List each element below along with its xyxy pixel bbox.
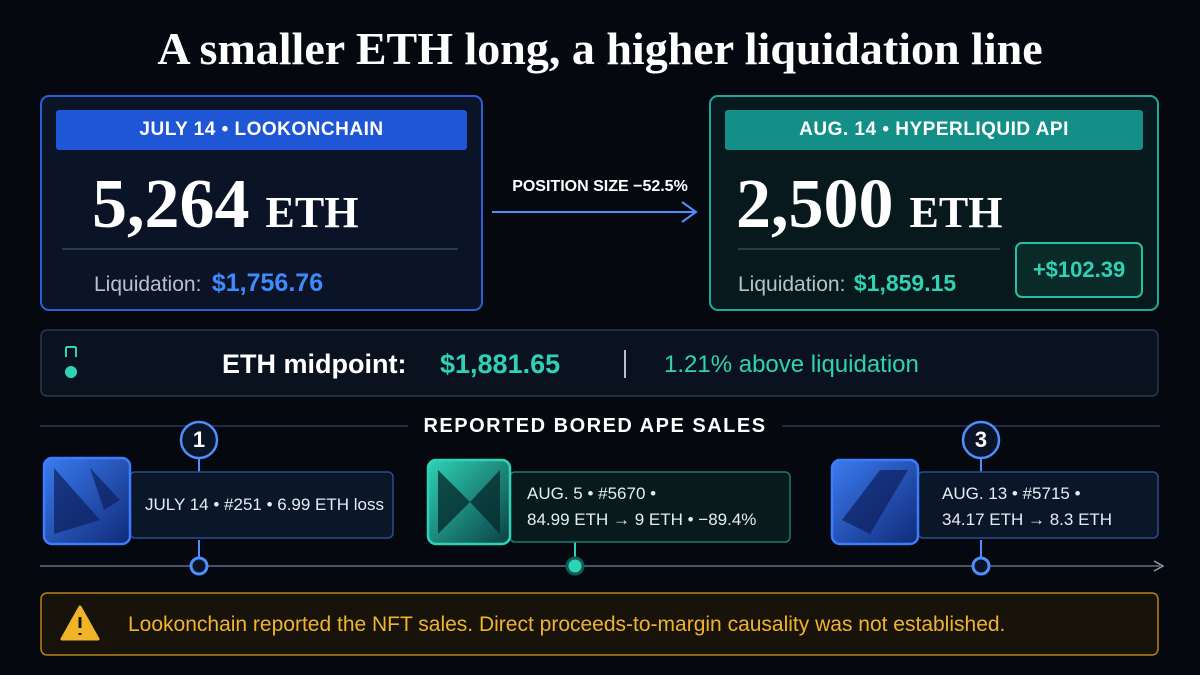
dot [971, 556, 991, 576]
icon [65, 366, 77, 378]
arrow-head [681, 201, 698, 223]
tile-art [438, 470, 500, 534]
liquidation: Liquidation: $1,859.15 [738, 268, 956, 302]
unit: ETH [265, 188, 359, 237]
marker [179, 420, 219, 460]
tag: JULY 14 • LOOKONCHAIN [139, 119, 384, 140]
change: POSITION SIZE −52.5% [512, 178, 688, 195]
liquidation: Liquidation: $1,756.76 [94, 268, 323, 302]
amount: 5,264 [92, 166, 250, 243]
tile-art [54, 468, 120, 534]
tag-bg [56, 110, 467, 150]
midpoint-value: $1,881.65 [440, 349, 561, 379]
tag-bg [725, 110, 1143, 150]
marker-label: 3 [974, 427, 988, 452]
icon [65, 346, 77, 357]
delta: +$102.39 [1032, 257, 1126, 282]
tile-art [842, 470, 908, 534]
marker [961, 420, 1001, 460]
label: Liquidation: [94, 273, 202, 296]
dot [565, 556, 585, 576]
unit: ETH [909, 188, 1003, 237]
title: A smaller ETH long, a higher liquidation… [157, 23, 1043, 74]
midpoint-bar [40, 329, 1159, 397]
label: Liquidation: [738, 273, 846, 296]
amount-row: 2,500 ETH [736, 160, 1002, 268]
amount: 2,500 [736, 166, 894, 243]
item-text: AUG. 5 • #5670 • [527, 484, 657, 503]
delta-box [1015, 242, 1143, 298]
item-text: 34.17 ETH → 8.3 ETH [942, 510, 1113, 529]
midpoint-note: 1.21% above liquidation [664, 351, 919, 378]
dot [189, 556, 209, 576]
timeline-head [1153, 560, 1165, 572]
warning-bar [40, 592, 1159, 656]
item-text: 84.99 ETH → 9 ETH • −89.4% [527, 510, 757, 529]
amount-row: 5,264 ETH [92, 160, 358, 268]
warning: Lookonchain reported the NFT sales. Dire… [128, 613, 1006, 636]
marker-label: 1 [192, 427, 206, 452]
value: $1,756.76 [211, 269, 324, 297]
value: $1,859.15 [853, 270, 957, 296]
sales-title: REPORTED BORED APE SALES [423, 415, 767, 437]
item-text: AUG. 13 • #5715 • [942, 484, 1081, 503]
tag: AUG. 14 • HYPERLIQUID API [799, 119, 1069, 140]
midpoint-label: ETH midpoint: [222, 349, 407, 379]
item-text: JULY 14 • #251 • 6.99 ETH loss [145, 495, 385, 514]
